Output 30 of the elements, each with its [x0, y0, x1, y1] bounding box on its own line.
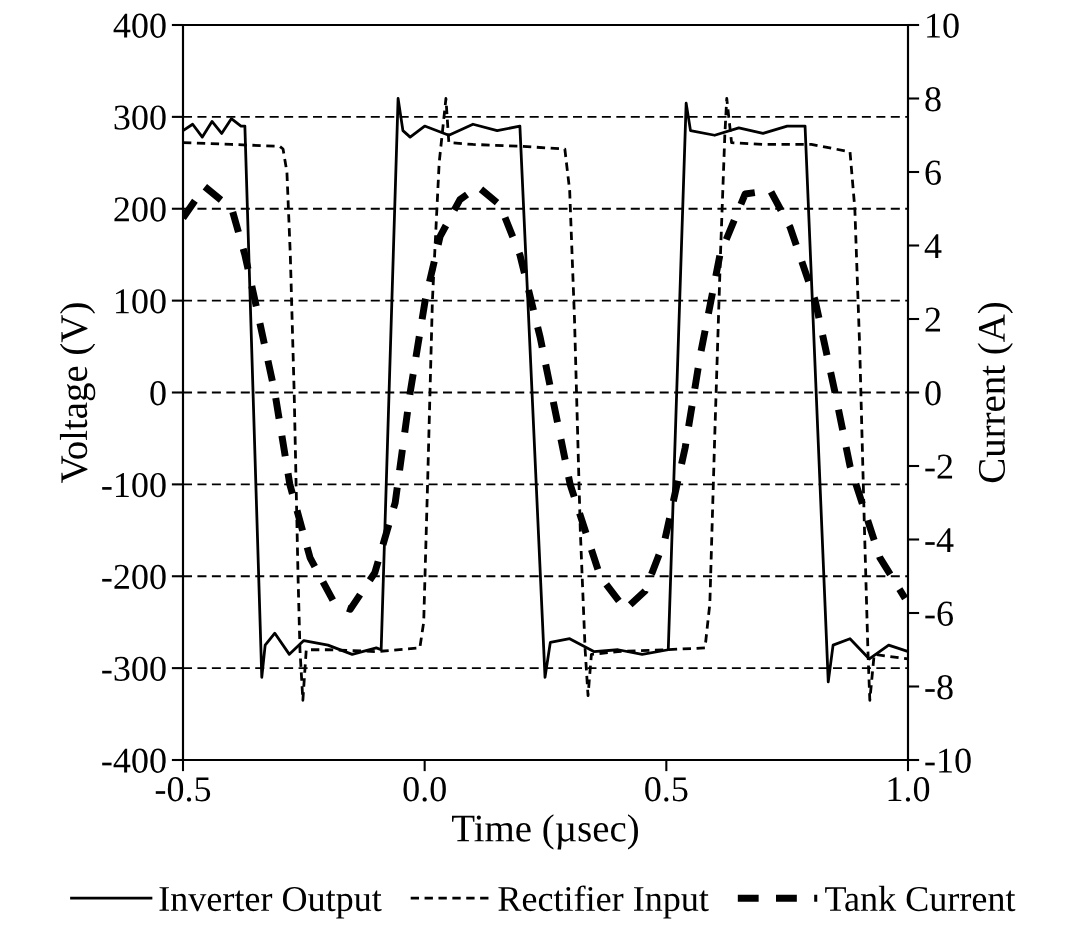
- y-tick-label: -200: [102, 564, 166, 590]
- x-tick-label: 0.5: [645, 777, 688, 802]
- y-tick-label: -400: [102, 748, 166, 773]
- y2-tick-label: -10: [925, 748, 971, 773]
- x-tick-label: 1.0: [888, 777, 930, 802]
- y2-tick-label: 8: [925, 87, 941, 112]
- y-tick-label: 0: [150, 381, 166, 406]
- y2-tick-label: -8: [925, 675, 953, 700]
- x-tick-label: -0.5: [155, 777, 211, 802]
- y2-tick-label: -2: [925, 454, 953, 479]
- y2-tick-label: 6: [925, 160, 941, 185]
- y-tick-label: 200: [114, 197, 166, 222]
- legend-label: Tank Current: [825, 885, 1016, 912]
- y-tick-label: 300: [114, 105, 166, 130]
- y2-tick-label: 4: [924, 234, 942, 259]
- y-tick-label: -100: [102, 472, 166, 498]
- y-axis-title: Voltage (V): [59, 303, 96, 483]
- y-tick-label: 400: [113, 13, 166, 38]
- legend-label: Rectifier Input: [498, 885, 709, 919]
- x-tick-label: 0.0: [403, 777, 446, 802]
- y2-tick-label: 0: [925, 381, 941, 406]
- y2-axis-title: Current (A): [977, 302, 1013, 483]
- x-axis-title: Time (µsec): [452, 814, 638, 850]
- y2-tick-label: -4: [925, 528, 954, 553]
- y2-tick-label: 2: [925, 307, 941, 332]
- y2-tick-label: -6: [925, 601, 953, 626]
- y-tick-label: 100: [116, 289, 166, 314]
- legend-label: Inverter Output: [159, 886, 382, 919]
- y-tick-label: -300: [102, 656, 166, 682]
- y2-tick-label: 10: [927, 13, 959, 38]
